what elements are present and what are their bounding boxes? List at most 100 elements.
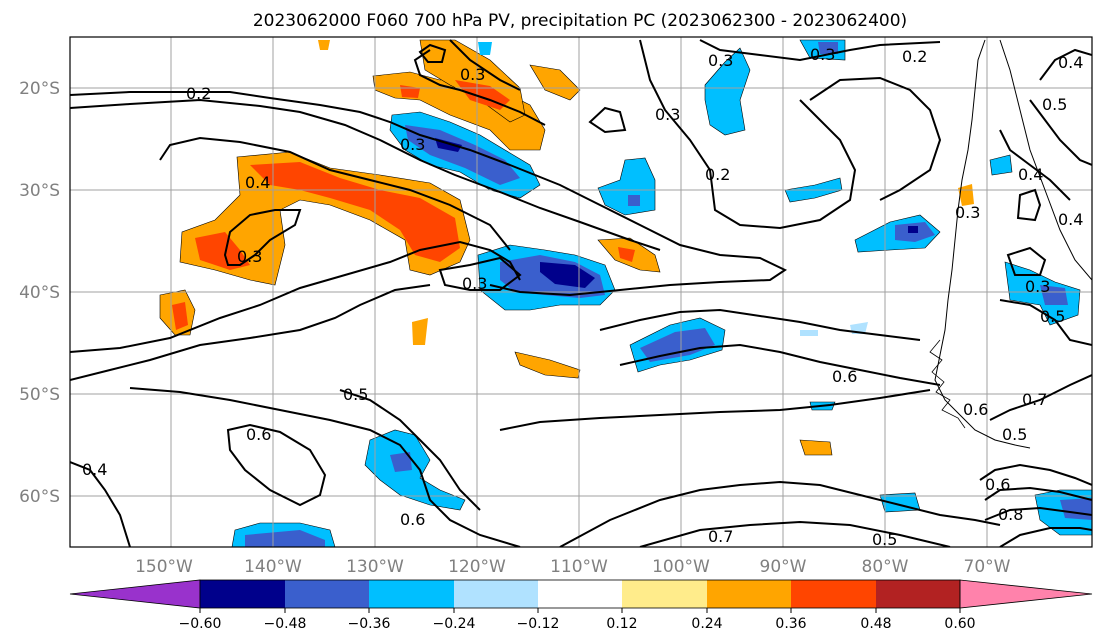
- contour-label: 0.2: [902, 47, 927, 66]
- lon-label: 150°W: [135, 557, 193, 577]
- coastline-islands: [929, 339, 966, 429]
- contour-label: 0.3: [460, 65, 485, 84]
- contour-label: 0.7: [708, 527, 733, 546]
- colorbar-over-arrow: [959, 579, 1093, 609]
- map-frame: [69, 36, 1093, 548]
- map-title: 2023062000 F060 700 hPa PV, precipitatio…: [253, 11, 907, 31]
- lon-label: 140°W: [244, 557, 302, 577]
- negative-precip-area: [597, 157, 656, 216]
- moderate-negative-area: [245, 530, 325, 547]
- latitude-labels: 20°S 30°S 40°S 50°S 60°S: [19, 79, 60, 507]
- moderate-negative-area: [818, 42, 838, 54]
- moderate-negative-area: [1060, 498, 1092, 520]
- colorbar-segment: [791, 580, 876, 608]
- contour-label: 0.8: [998, 505, 1023, 524]
- lon-label: 110°W: [550, 557, 608, 577]
- contour-label: 0.3: [1025, 277, 1050, 296]
- positive-precip-area: [514, 351, 581, 379]
- colorbar-tick-label: 0.24: [691, 616, 722, 632]
- lon-label: 100°W: [652, 557, 710, 577]
- colorbar-segment: [369, 580, 454, 608]
- contour-label: 0.7: [1022, 390, 1047, 409]
- lat-label: 50°S: [19, 385, 60, 405]
- contour-label: 0.6: [985, 475, 1010, 494]
- colorbar-segment: [876, 580, 960, 608]
- moderate-negative-area: [628, 195, 640, 206]
- lat-label: 40°S: [19, 283, 60, 303]
- colorbar-tick-label: 0.60: [944, 616, 975, 632]
- contour-label: 0.4: [1058, 53, 1083, 72]
- gridlines: [70, 37, 1092, 547]
- strong-negative-area: [540, 262, 595, 288]
- contour-label: 0.4: [1018, 165, 1043, 184]
- contour-label: 0.6: [963, 400, 988, 419]
- lon-label: 80°W: [862, 557, 909, 577]
- positive-precip-area: [799, 439, 833, 456]
- contour-label: 0.2: [705, 165, 730, 184]
- colorbar-segment: [538, 580, 581, 608]
- lat-label: 30°S: [19, 181, 60, 201]
- strong-negative-area: [908, 226, 918, 233]
- colorbar-segment: [454, 580, 538, 608]
- lon-label: 90°W: [760, 557, 807, 577]
- contour-label: 0.4: [82, 460, 107, 479]
- contour-label: 0.5: [1042, 95, 1067, 114]
- contour-label: 0.3: [400, 135, 425, 154]
- colorbar-tick-labels: −0.60 −0.48 −0.36 −0.24 −0.12 0.12 0.24 …: [179, 616, 976, 632]
- contour-label: 0.4: [245, 173, 270, 192]
- contour-label: 0.5: [872, 530, 897, 549]
- contour-label: 0.5: [1040, 307, 1065, 326]
- strong-precip-area: [250, 162, 460, 262]
- colorbar-tick-label: −0.24: [433, 616, 476, 632]
- pv-contours: [70, 39, 1092, 547]
- contour-label: 0.3: [810, 45, 835, 64]
- moderate-negative-area: [390, 452, 412, 472]
- lon-label: 70°W: [964, 557, 1011, 577]
- colorbar-under-arrow: [69, 579, 201, 609]
- precipitation-shading: [159, 39, 1092, 547]
- lat-label: 20°S: [19, 79, 60, 99]
- contour-labels: 0.2 0.3 0.3 0.3 0.2 0.3 0.3 0.2 0.4 0.3 …: [82, 45, 1083, 549]
- map-panel: 0.2 0.3 0.3 0.3 0.2 0.3 0.3 0.2 0.4 0.3 …: [70, 37, 1092, 549]
- negative-precip-area: [989, 154, 1013, 176]
- colorbar-segment: [200, 580, 285, 608]
- lon-label: 120°W: [448, 557, 506, 577]
- contour-label: 0.6: [832, 367, 857, 386]
- colorbar-tick-label: 0.12: [606, 616, 637, 632]
- weak-negative-area: [800, 330, 818, 336]
- colorbar-frame: [199, 579, 961, 609]
- colorbar-segment: [581, 580, 622, 608]
- colorbar-segment: [285, 580, 369, 608]
- colorbar-tick-label: −0.60: [179, 616, 222, 632]
- colorbar-ticks: [199, 608, 961, 613]
- colorbar-segment: [622, 580, 707, 608]
- lon-label: 130°W: [346, 557, 404, 577]
- contour-label: 0.3: [462, 274, 487, 293]
- contour-label: 0.3: [655, 105, 680, 124]
- moderate-negative-area: [640, 328, 715, 362]
- contour-label: 0.3: [955, 203, 980, 222]
- contour-label: 0.2: [186, 84, 211, 103]
- contour-label: 0.6: [246, 425, 271, 444]
- colorbar-tick-label: 0.48: [860, 616, 891, 632]
- contour-label: 0.3: [708, 51, 733, 70]
- contour-label: 0.3: [237, 247, 262, 266]
- colorbar-segment: [707, 580, 791, 608]
- contour-label: 0.5: [1002, 425, 1027, 444]
- colorbar-tick-label: −0.12: [517, 616, 560, 632]
- strong-precip-area: [195, 232, 250, 270]
- lat-label: 60°S: [19, 487, 60, 507]
- positive-precip-area: [529, 64, 581, 101]
- contour-label: 0.4: [1058, 210, 1083, 229]
- positive-precip-area: [179, 151, 471, 286]
- contour-label: 0.6: [400, 510, 425, 529]
- moderate-negative-area: [1040, 285, 1068, 305]
- positive-precip-area: [318, 40, 330, 50]
- positive-precip-area: [412, 318, 428, 345]
- negative-precip-area: [478, 42, 492, 55]
- colorbar-tick-label: −0.36: [348, 616, 391, 632]
- colorbar-tick-label: −0.48: [264, 616, 307, 632]
- contour-label: 0.5: [343, 385, 368, 404]
- colorbar: −0.60 −0.48 −0.36 −0.24 −0.12 0.12 0.24 …: [69, 579, 1093, 632]
